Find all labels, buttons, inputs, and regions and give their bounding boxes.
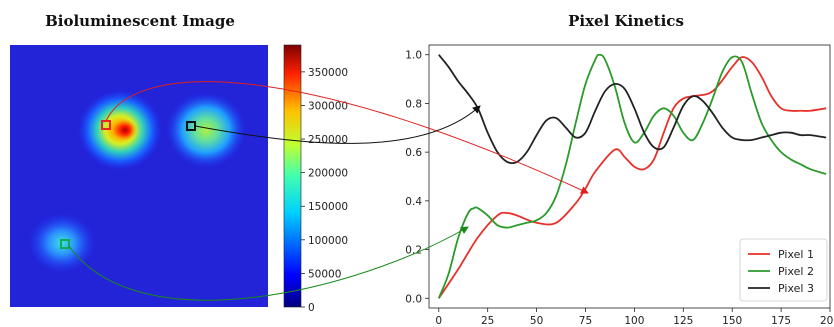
y-tick-label: 0.0 <box>405 293 422 305</box>
image-title: Bioluminescent Image <box>45 12 235 30</box>
series-line-pixel2 <box>437 53 827 299</box>
colorbar-tick-label: 250000 <box>308 134 348 146</box>
series-lines <box>437 53 827 299</box>
series-line-pixel3 <box>438 54 827 165</box>
colorbar-tick-label: 100000 <box>308 235 348 247</box>
chart-title: Pixel Kinetics <box>568 12 684 30</box>
y-tick-label: 0.4 <box>405 196 422 208</box>
colorbar-tick-label: 0 <box>308 302 315 314</box>
series-line-pixel1 <box>438 56 827 299</box>
signal-blob-2 <box>166 92 246 168</box>
colorbar-tick-label: 200000 <box>308 168 348 180</box>
y-tick-label: 0.8 <box>405 98 422 110</box>
legend-label: Pixel 2 <box>778 265 814 278</box>
colorbar-tick-label: 350000 <box>308 67 348 79</box>
colorbar: 350000 300000 250000 200000 150000 100000 5000… <box>283 44 348 314</box>
pixel2-marker[interactable] <box>60 239 70 249</box>
y-tick-label: 0.6 <box>405 147 422 159</box>
x-tick-label: 75 <box>579 315 592 327</box>
y-tick-label: 1.0 <box>405 50 422 62</box>
legend-label: Pixel 1 <box>778 248 814 261</box>
bioluminescent-image <box>10 45 268 307</box>
colorbar-tick-label: 300000 <box>308 100 348 112</box>
x-axis: 0 25 50 75 100 125 150 175 200 <box>435 308 834 327</box>
y-tick-label: 0.2 <box>405 245 422 257</box>
colorbar-tick-label: 50000 <box>308 268 341 280</box>
x-tick-label: 0 <box>435 315 442 327</box>
y-axis: 0.0 0.2 0.4 0.6 0.8 1.0 <box>405 50 429 305</box>
x-tick-label: 50 <box>530 315 543 327</box>
chart-area: 0 25 50 75 100 125 150 175 200 0.0 0.2 0.4 0.6 0.8 1.… <box>405 44 834 327</box>
signal-hotspot <box>113 119 137 141</box>
pixel2-connector-arrow <box>68 226 469 301</box>
x-tick-label: 200 <box>820 315 834 327</box>
legend-label: Pixel 3 <box>778 282 814 295</box>
x-tick-label: 25 <box>481 315 494 327</box>
legend: Pixel 1 Pixel 2 Pixel 3 <box>739 238 828 302</box>
pixel3-connector-arrow <box>194 105 481 144</box>
colorbar-tick-label: 150000 <box>308 201 348 213</box>
x-tick-label: 150 <box>722 315 742 327</box>
x-tick-label: 100 <box>624 315 644 327</box>
x-tick-label: 175 <box>771 315 791 327</box>
x-tick-label: 125 <box>673 315 693 327</box>
pixel1-connector-arrow <box>105 81 589 194</box>
